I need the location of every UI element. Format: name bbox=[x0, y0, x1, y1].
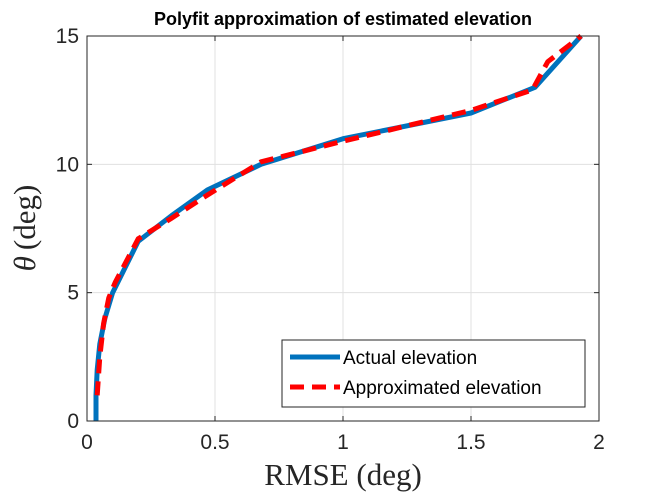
legend-label-approximated: Approximated elevation bbox=[343, 378, 542, 399]
y-axis-label: θ (deg) bbox=[7, 185, 42, 272]
legend-label-actual: Actual elevation bbox=[343, 348, 477, 369]
x-tick-label: 2 bbox=[593, 431, 605, 454]
series-lines bbox=[93, 34, 583, 421]
axis-tick-labels: 0 0.5 1 1.5 2 0 5 10 15 bbox=[56, 25, 605, 454]
y-tick-label: 5 bbox=[67, 282, 79, 305]
legend-box bbox=[281, 339, 586, 408]
axis-ticks bbox=[86, 35, 600, 422]
x-tick-label: 0.5 bbox=[200, 431, 229, 454]
y-tick-label: 10 bbox=[56, 153, 79, 176]
x-tick-label: 1.5 bbox=[456, 431, 485, 454]
x-axis-label: RMSE (deg) bbox=[264, 457, 422, 492]
y-axis-unit: (deg) bbox=[7, 185, 42, 250]
x-tick-label: 1 bbox=[337, 431, 349, 454]
y-tick-label: 0 bbox=[67, 410, 79, 433]
legend: Actual elevation Approximated elevation bbox=[281, 339, 586, 408]
y-axis-symbol: θ bbox=[7, 256, 42, 271]
chart-title: Polyfit approximation of estimated eleva… bbox=[154, 9, 532, 29]
grid-lines bbox=[87, 36, 599, 421]
x-tick-label: 0 bbox=[81, 431, 93, 454]
y-tick-label: 15 bbox=[56, 25, 79, 48]
approximated-elevation-line bbox=[94, 34, 583, 396]
